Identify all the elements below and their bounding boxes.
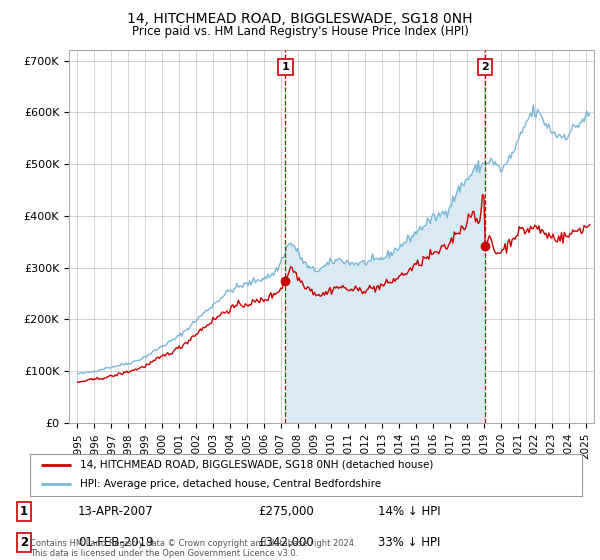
Text: 1: 1 [20, 505, 28, 519]
Text: 33% ↓ HPI: 33% ↓ HPI [378, 535, 440, 549]
Text: 14, HITCHMEAD ROAD, BIGGLESWADE, SG18 0NH: 14, HITCHMEAD ROAD, BIGGLESWADE, SG18 0N… [127, 12, 473, 26]
Text: HPI: Average price, detached house, Central Bedfordshire: HPI: Average price, detached house, Cent… [80, 479, 381, 489]
Text: 13-APR-2007: 13-APR-2007 [78, 505, 154, 519]
Text: 14% ↓ HPI: 14% ↓ HPI [378, 505, 440, 519]
Text: 1: 1 [281, 62, 289, 72]
Text: Contains HM Land Registry data © Crown copyright and database right 2024.
This d: Contains HM Land Registry data © Crown c… [30, 539, 356, 558]
Text: 01-FEB-2019: 01-FEB-2019 [78, 535, 154, 549]
Text: 2: 2 [20, 535, 28, 549]
Text: 14, HITCHMEAD ROAD, BIGGLESWADE, SG18 0NH (detached house): 14, HITCHMEAD ROAD, BIGGLESWADE, SG18 0N… [80, 460, 433, 470]
Text: £342,000: £342,000 [258, 535, 314, 549]
Text: £275,000: £275,000 [258, 505, 314, 519]
Text: Price paid vs. HM Land Registry's House Price Index (HPI): Price paid vs. HM Land Registry's House … [131, 25, 469, 38]
Text: 2: 2 [481, 62, 489, 72]
